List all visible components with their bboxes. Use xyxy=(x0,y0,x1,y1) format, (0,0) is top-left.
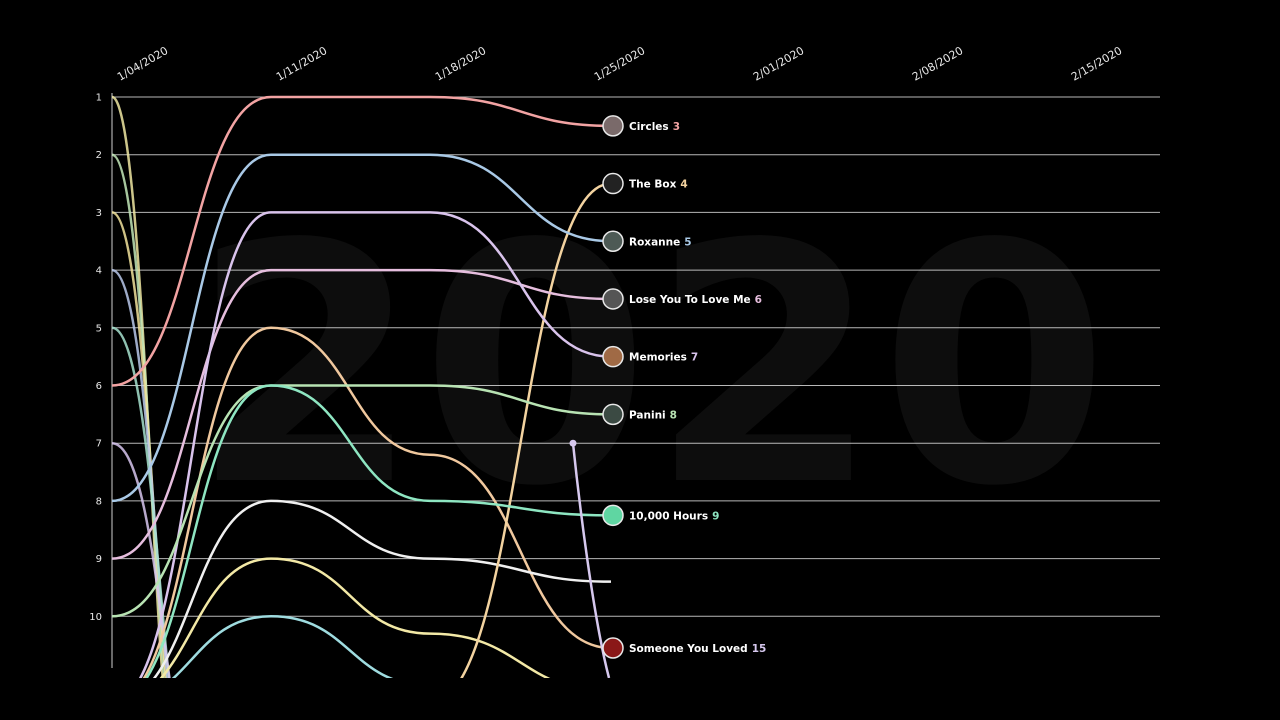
series-line xyxy=(459,182,612,678)
series-line xyxy=(144,384,612,678)
y-tick-label: 2 xyxy=(96,150,102,161)
weeks-count: 7 xyxy=(691,352,698,364)
label-layer: Circles 3 The Box 4 Roxanne 5 Lose You To Love… xyxy=(602,115,766,659)
unlabeled-series-line xyxy=(142,326,612,678)
artist-avatar-icon xyxy=(602,230,624,252)
falling-series-line xyxy=(111,326,171,678)
weeks-count: 9 xyxy=(712,510,719,522)
y-tick-label: 1 xyxy=(96,93,102,104)
unlabeled-series-line xyxy=(152,499,612,678)
song-title: Panini 8 xyxy=(629,409,677,421)
y-tick-layer: 1 2 3 4 5 6 7 8 9 10 xyxy=(89,93,102,623)
artist-avatar-icon xyxy=(602,115,624,137)
series-line xyxy=(571,443,611,678)
artist-avatar-icon xyxy=(602,637,624,659)
y-tick-label: 5 xyxy=(96,323,102,334)
weeks-count: 4 xyxy=(680,179,687,191)
song-title: The Box 4 xyxy=(629,179,688,191)
series-line xyxy=(111,268,612,560)
series-label-8[interactable]: Someone You Loved 15 xyxy=(602,637,766,659)
falling-series-line xyxy=(111,441,171,678)
series-label-4[interactable]: Lose You To Love Me 6 xyxy=(602,288,762,310)
series-line xyxy=(111,95,612,387)
y-tick-label: 3 xyxy=(96,208,102,219)
falling-series-line xyxy=(111,268,169,678)
year-watermark: 2020 xyxy=(191,174,1109,558)
series-label-5[interactable]: Memories 7 xyxy=(602,345,698,368)
weeks-count: 5 xyxy=(684,236,691,248)
series-line xyxy=(138,211,612,678)
weeks-count: 6 xyxy=(755,294,762,306)
unlabeled-series-line xyxy=(171,615,394,678)
series-label-6[interactable]: Panini 8 xyxy=(602,403,677,426)
song-title: Circles 3 xyxy=(629,121,680,133)
y-tick-label: 8 xyxy=(96,496,102,507)
y-tick-label: 10 xyxy=(89,612,102,623)
song-title: Memories 7 xyxy=(629,352,698,364)
song-title: 10,000 Hours 9 xyxy=(629,510,719,522)
y-tick-label: 6 xyxy=(96,381,102,392)
weeks-count: 3 xyxy=(673,121,680,133)
series-label-2[interactable]: The Box 4 xyxy=(602,172,688,195)
song-title: Lose You To Love Me 6 xyxy=(629,294,762,306)
series-label-3[interactable]: Roxanne 5 xyxy=(602,230,692,252)
song-title: Roxanne 5 xyxy=(629,236,692,248)
artist-avatar-icon xyxy=(602,172,624,195)
artist-avatar-icon xyxy=(602,504,624,527)
series-label-1[interactable]: Circles 3 xyxy=(602,115,680,137)
series-label-7[interactable]: 10,000 Hours 9 xyxy=(602,504,719,527)
artist-avatar-icon xyxy=(602,288,624,310)
song-title: Someone You Loved 15 xyxy=(629,643,766,655)
line-layer xyxy=(111,95,612,678)
y-tick-label: 4 xyxy=(96,266,102,277)
weeks-count: 8 xyxy=(670,409,677,421)
unlabeled-series-line xyxy=(159,557,551,678)
series-line xyxy=(111,153,612,503)
artist-avatar-icon xyxy=(602,403,624,426)
y-tick-label: 7 xyxy=(96,439,102,450)
series-line xyxy=(111,384,612,618)
weeks-count: 15 xyxy=(752,643,767,655)
y-tick-label: 9 xyxy=(96,554,102,565)
artist-avatar-icon xyxy=(602,345,624,368)
